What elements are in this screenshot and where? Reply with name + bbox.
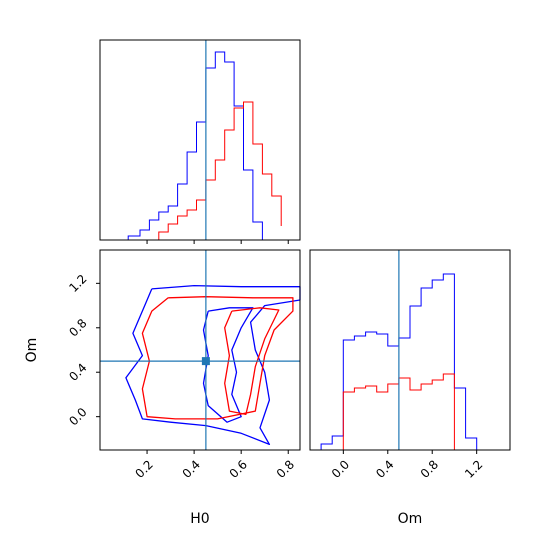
contour-red-level-1 — [141, 296, 294, 420]
x-axis-label-h0: H0 — [190, 511, 209, 527]
y-axis-label-om: Om — [24, 338, 40, 363]
h0-hist-series-red — [158, 101, 282, 240]
om-marginal-frame — [309, 249, 511, 451]
joint-truth-marker — [201, 357, 210, 366]
h0-marginal-panel — [99, 39, 301, 244]
h0-om-joint-panel: 0.2 0.4 0.6 0.80.00.40.81.2 — [66, 249, 301, 481]
om-marginal-panel: 0.0 0.4 0.8 1.2 — [309, 249, 511, 481]
contour-red-level-2 — [224, 307, 280, 416]
x-axis-label-om: Om — [398, 511, 423, 527]
h0-hist-series-blue — [127, 51, 263, 240]
h0-marginal-frame — [99, 39, 301, 241]
joint-frame — [99, 249, 301, 451]
